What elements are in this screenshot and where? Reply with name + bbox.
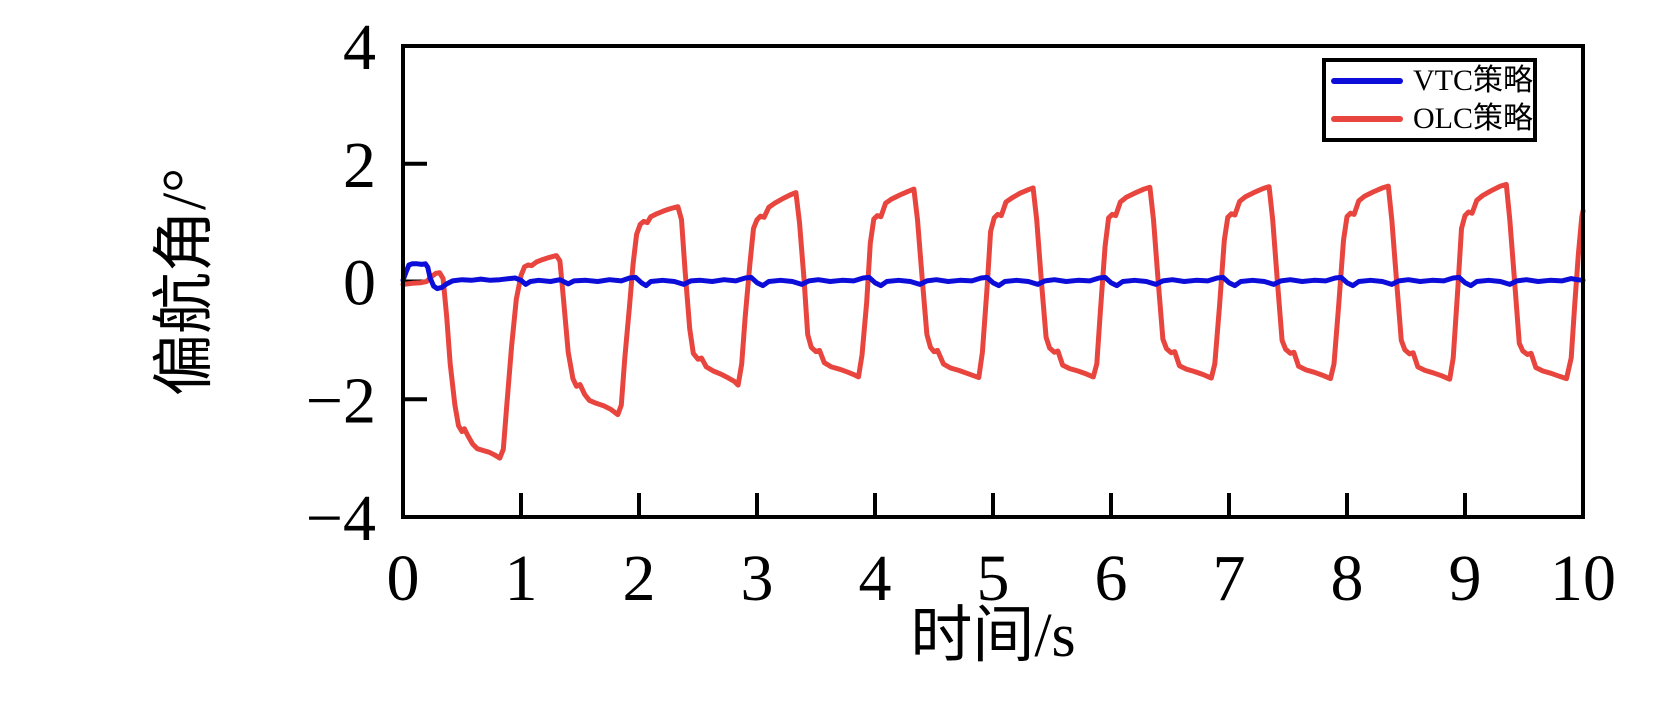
y-tick-label: 2 [343,129,376,202]
x-tick-label: 8 [1331,542,1364,615]
series-curves [400,181,1586,461]
y-tick-label: 0 [343,247,376,320]
legend-label-olc: OLC策略 [1413,102,1533,135]
x-axis-title: 时间/s [910,602,1075,670]
legend-entry-olc: OLC策略 [1326,100,1533,138]
x-tick-label: 9 [1449,542,1482,615]
x-tick-labels: 0 1 2 3 4 5 6 7 8 9 10 [387,542,1617,615]
series-line-olc [400,181,1586,461]
legend: VTC策略 OLC策略 [1322,58,1537,142]
x-tick-label: 1 [505,542,538,615]
legend-entry-vtc: VTC策略 [1326,62,1533,100]
legend-line-sample-olc [1331,116,1403,122]
legend-line-sample-vtc [1331,78,1403,84]
x-tick-label: 10 [1550,542,1616,615]
x-tick-label: 0 [387,542,420,615]
x-tick-label: 6 [1095,542,1128,615]
x-tick-label: 3 [741,542,774,615]
legend-label-vtc: VTC策略 [1413,64,1533,97]
plot-frame [401,44,1585,519]
x-tick-label: 2 [623,542,656,615]
series-line-vtc [400,261,1586,292]
y-tick-label: −2 [306,364,376,437]
x-tick-label: 7 [1213,542,1246,615]
y-tick-labels: −4 −2 0 2 4 [306,11,376,555]
y-tick-label: 4 [343,11,376,84]
x-tick-label: 5 [977,542,1010,615]
x-tick-label: 4 [859,542,892,615]
y-axis-title: 偏航角/° [151,168,219,396]
y-tick-label: −4 [306,482,376,555]
